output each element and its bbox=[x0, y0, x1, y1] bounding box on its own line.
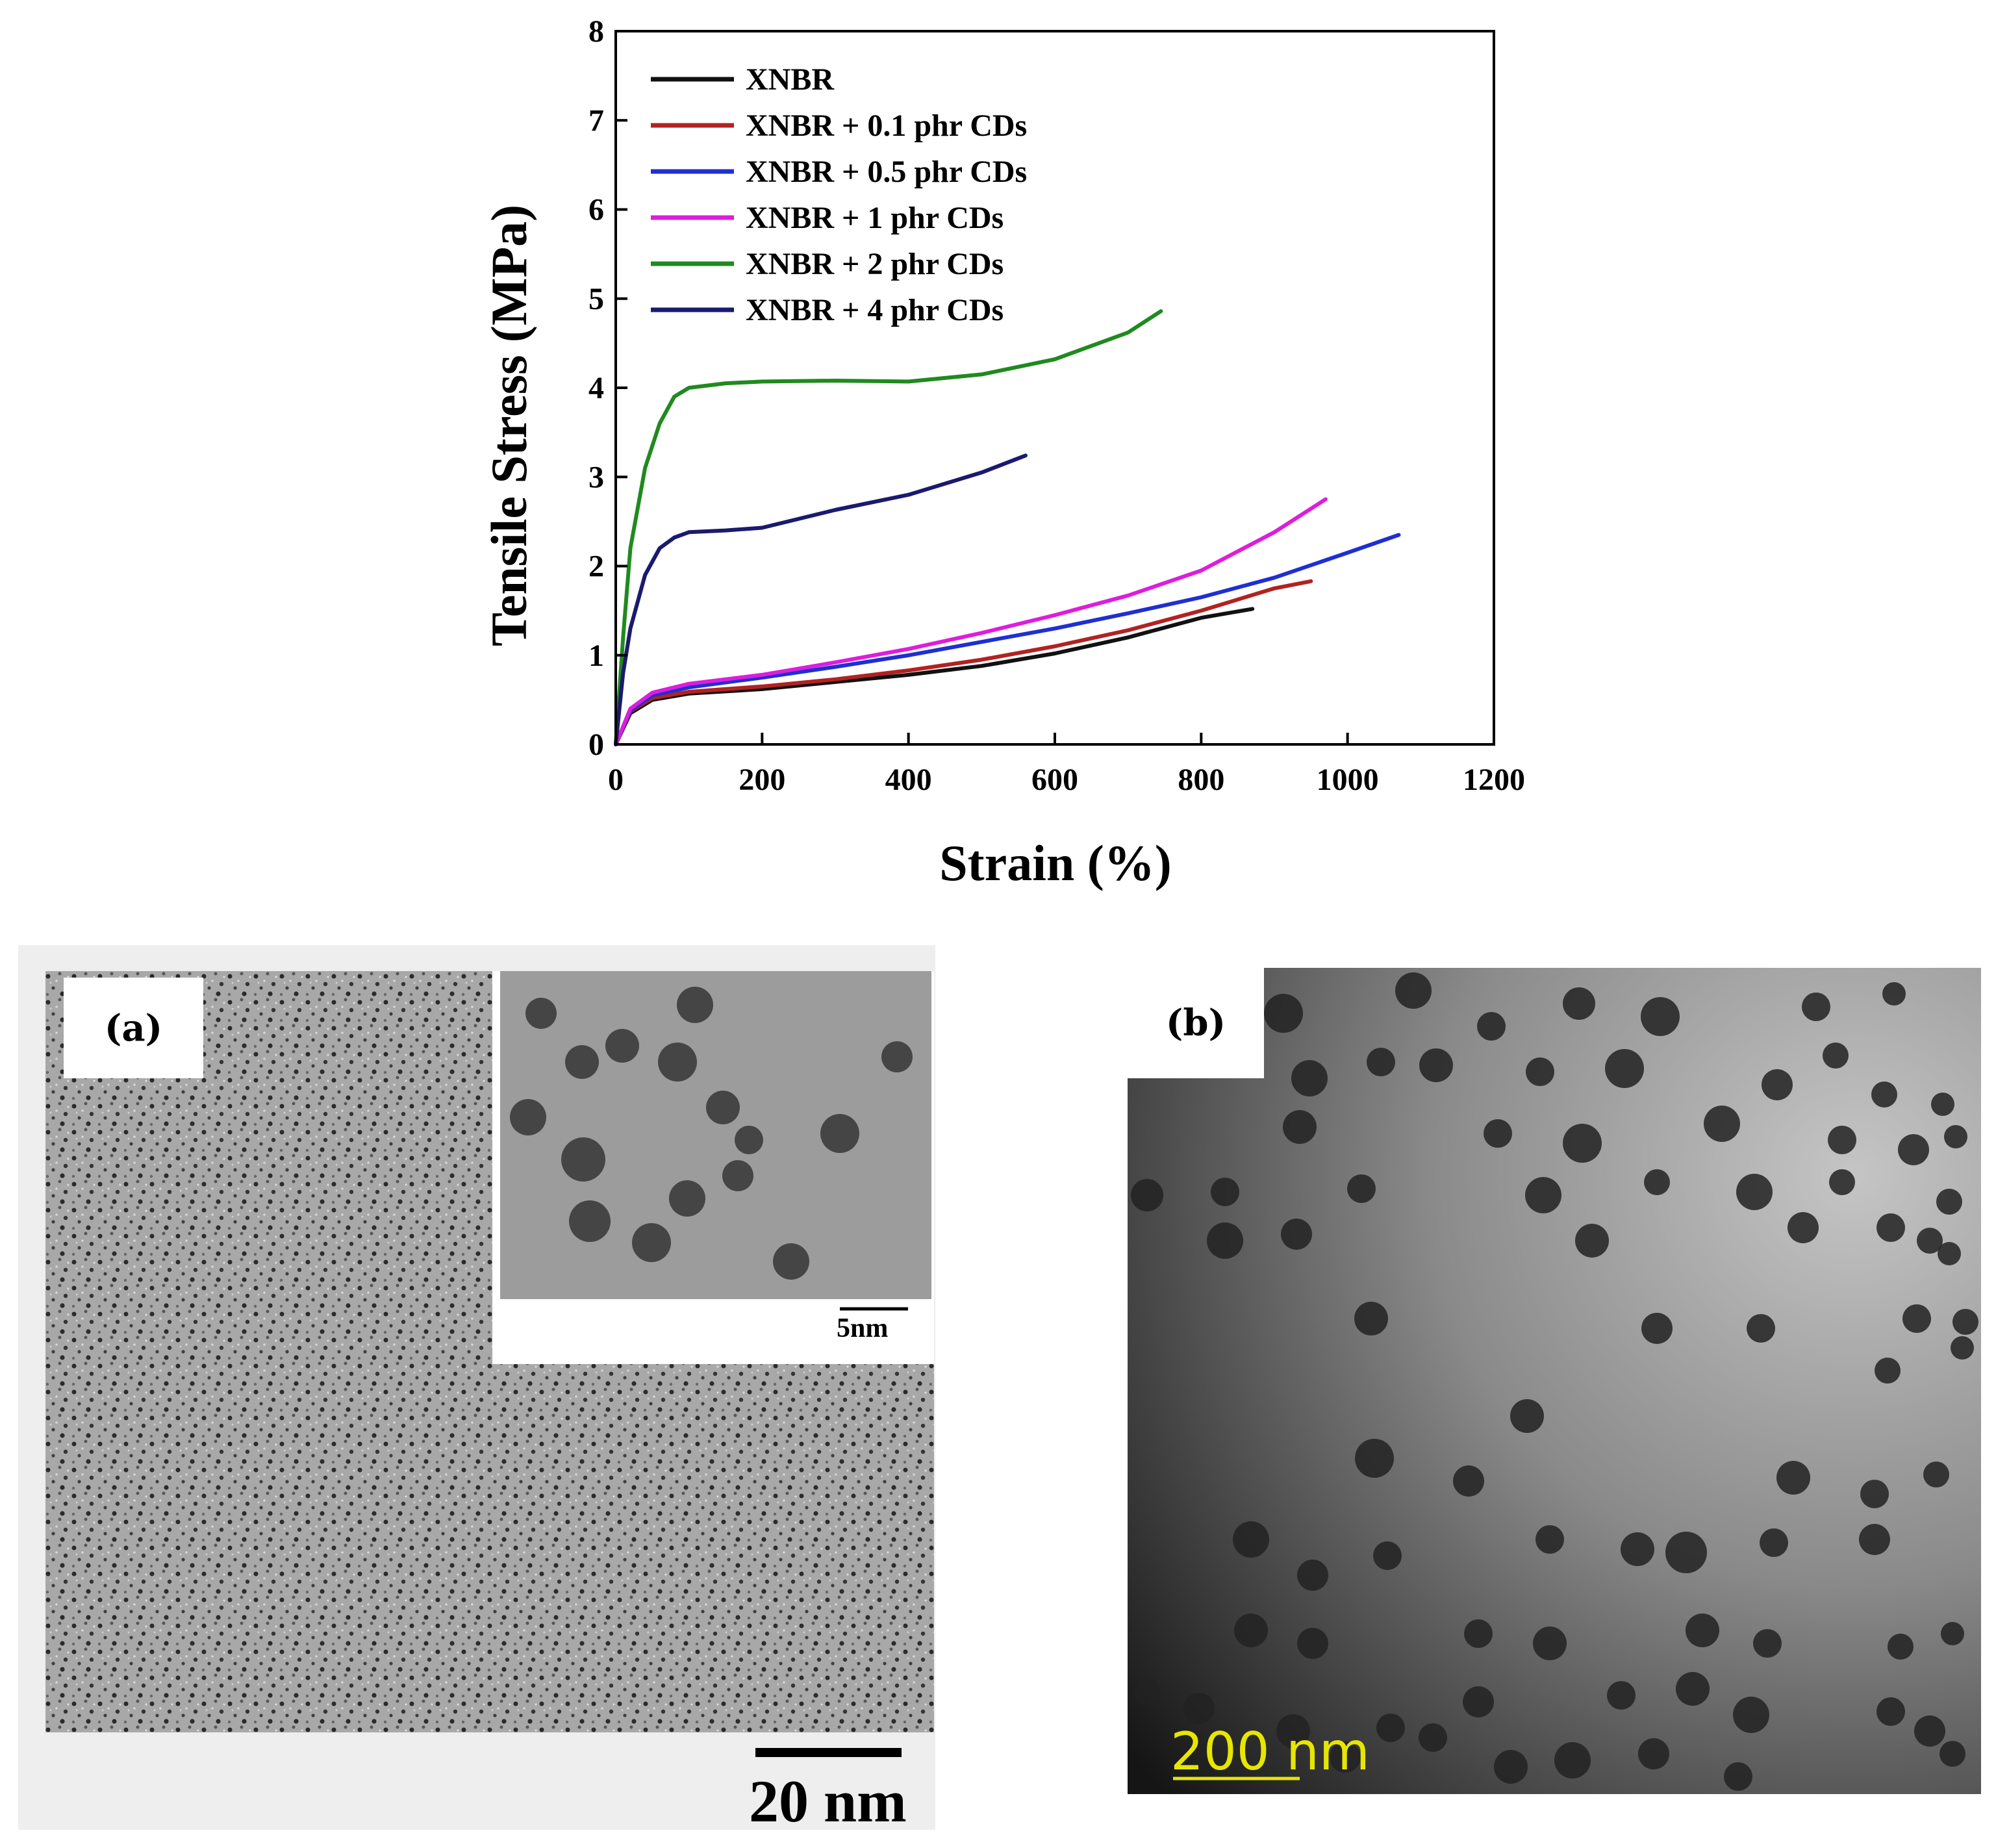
x-tick-label: 400 bbox=[885, 763, 932, 797]
series-line-1 bbox=[614, 579, 1313, 746]
y-axis-label: Tensile Stress (MPa) bbox=[481, 205, 537, 646]
panel-a-tag: (a) bbox=[64, 978, 203, 1078]
scale-label-a: 20 nm bbox=[749, 1768, 907, 1834]
x-tick-label: 1000 bbox=[1317, 763, 1379, 797]
y-tick-label: 7 bbox=[588, 103, 604, 138]
tem-micrograph-b bbox=[1128, 968, 1981, 1794]
inset-micrograph bbox=[500, 971, 931, 1299]
series-line-4 bbox=[614, 309, 1163, 746]
x-tick-label: 200 bbox=[739, 763, 785, 797]
legend-label-0: XNBR bbox=[746, 62, 835, 97]
y-tick-label: 3 bbox=[588, 460, 604, 494]
scale-label-b: 200 nm bbox=[1170, 1721, 1370, 1782]
x-tick-label: 1200 bbox=[1463, 763, 1525, 797]
inset-particles bbox=[510, 987, 913, 1280]
y-tick-label: 5 bbox=[588, 282, 604, 316]
legend-label-5: XNBR + 4 phr CDs bbox=[746, 293, 1004, 327]
legend-label-3: XNBR + 1 phr CDs bbox=[746, 201, 1004, 235]
series-line-5 bbox=[614, 453, 1028, 746]
legend-label-4: XNBR + 2 phr CDs bbox=[746, 247, 1004, 281]
y-tick-label: 8 bbox=[588, 14, 604, 49]
legend-label-1: XNBR + 0.1 phr CDs bbox=[746, 108, 1027, 143]
y-tick-label: 4 bbox=[588, 371, 604, 405]
tensile-chart: Tensile Stress (MPa) Strain (%) 0 200 400 6… bbox=[481, 14, 1525, 891]
panel-a: (a) 5nm 20 nm bbox=[18, 945, 935, 1834]
series-line-3 bbox=[614, 497, 1328, 746]
legend-label-2: XNBR + 0.5 phr CDs bbox=[746, 155, 1027, 189]
panel-b: (b) 200 nm bbox=[1128, 968, 1981, 1794]
x-tick-label: 600 bbox=[1031, 763, 1078, 797]
series-line-0 bbox=[614, 607, 1255, 746]
x-tick-label: 0 bbox=[608, 763, 624, 797]
panel-b-tag: (b) bbox=[1128, 968, 1264, 1078]
x-axis-label: Strain (%) bbox=[939, 835, 1171, 891]
inset-scale-label: 5nm bbox=[837, 1313, 889, 1343]
legend: XNBR XNBR + 0.1 phr CDs XNBR + 0.5 phr CDs… bbox=[651, 62, 1027, 327]
y-tick-label: 2 bbox=[588, 550, 604, 584]
nanoparticles-b bbox=[1131, 972, 1978, 1791]
y-tick-label: 0 bbox=[588, 728, 604, 762]
x-tick-label: 800 bbox=[1178, 763, 1224, 797]
series-line-2 bbox=[614, 533, 1401, 746]
y-tick-label: 1 bbox=[588, 639, 604, 673]
y-tick-label: 6 bbox=[588, 193, 604, 227]
